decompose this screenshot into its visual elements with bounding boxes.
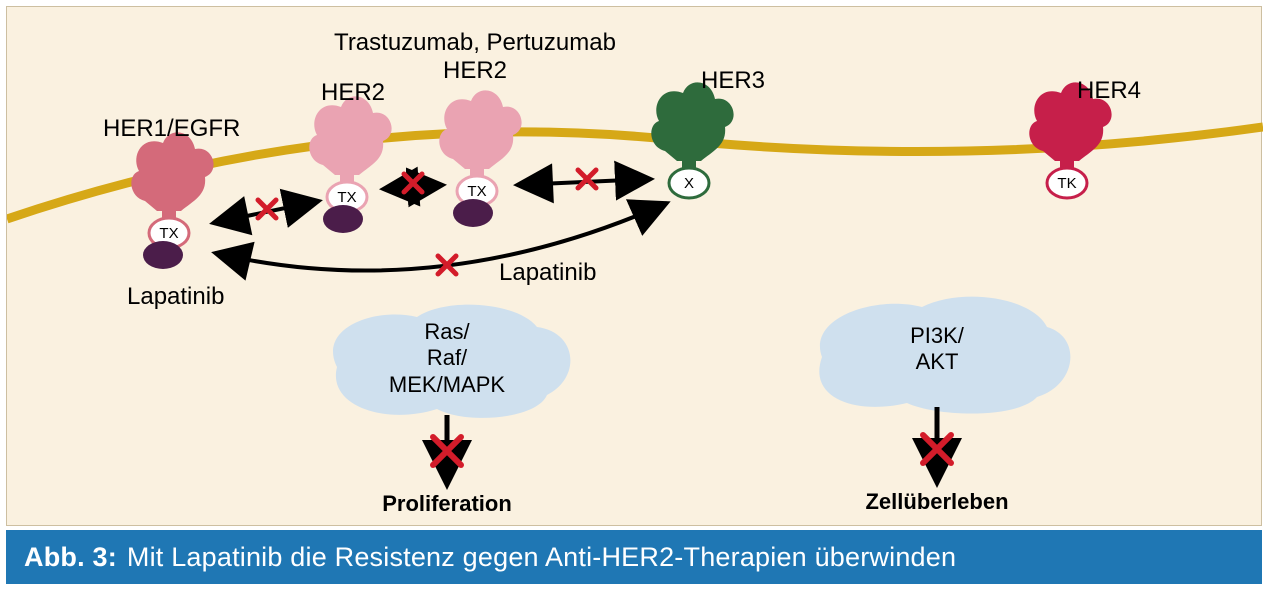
receptor-her3: X <box>651 82 733 198</box>
label-her3: HER3 <box>701 67 765 95</box>
label-her1: HER1/EGFR <box>103 115 240 143</box>
svg-text:TX: TX <box>159 225 178 242</box>
label-lapatinib-left: Lapatinib <box>127 283 224 311</box>
svg-text:X: X <box>684 175 694 192</box>
outcome-right: Zellüberleben <box>865 489 1008 514</box>
label-her2a: HER2 <box>321 79 385 107</box>
label-lapatinib-mid: Lapatinib <box>499 259 596 287</box>
downstream-arrow-right <box>923 407 951 483</box>
pathway-left-text: Ras/ Raf/ MEK/MAPK <box>389 319 505 398</box>
pathway-right-text: PI3K/ AKT <box>910 323 964 376</box>
label-her4: HER4 <box>1077 77 1141 105</box>
receptor-her1: TX <box>131 132 213 269</box>
receptor-her2-b: TX <box>439 90 521 227</box>
diagram-svg: TX TX TX X <box>7 7 1263 527</box>
svg-text:TK: TK <box>1057 175 1076 192</box>
figure-caption: Mit Lapatinib die Resistenz gegen Anti-H… <box>127 542 956 573</box>
outcome-left: Proliferation <box>382 491 512 516</box>
figure-number: Abb. 3: <box>24 542 117 573</box>
svg-text:TX: TX <box>337 189 356 206</box>
label-her2b-top2: HER2 <box>443 57 507 85</box>
figure-canvas: TX TX TX X <box>0 0 1268 590</box>
downstream-arrow-left <box>433 415 461 485</box>
caption-bar: Abb. 3: Mit Lapatinib die Resistenz gege… <box>6 530 1262 584</box>
label-her2b-top1: Trastuzumab, Pertuzumab <box>334 29 616 57</box>
diagram-area: TX TX TX X <box>6 6 1262 526</box>
svg-text:TX: TX <box>467 183 486 200</box>
receptor-her2-a: TX <box>309 96 391 233</box>
